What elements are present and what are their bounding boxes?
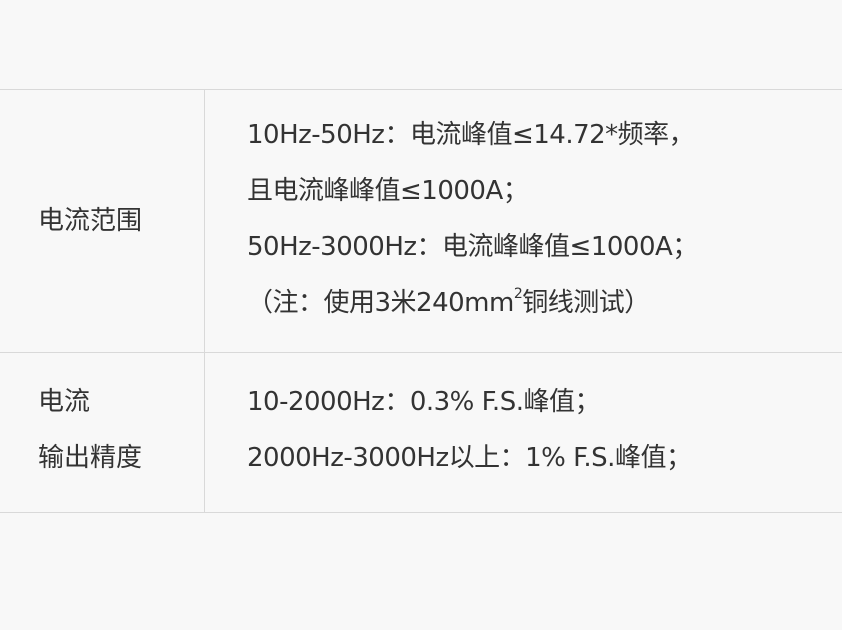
note-text: （注：使用3米240mm: [247, 288, 514, 318]
row-label: 电流 输出精度: [38, 374, 142, 486]
table-top-border: [0, 89, 842, 90]
row-divider: [0, 352, 842, 353]
row-content: 10-2000Hz：0.3% F.S.峰值； 2000Hz-3000Hz以上：1…: [247, 374, 692, 486]
row-label: 电流范围: [38, 206, 143, 236]
content-line: 10-2000Hz：0.3% F.S.峰值；: [247, 387, 600, 417]
content-line: 且电流峰峰值≤1000A；: [247, 176, 529, 206]
content-line: 50Hz-3000Hz：电流峰峰值≤1000A；: [247, 232, 698, 262]
note-text: 铜线测试）: [522, 288, 650, 318]
label-line: 输出精度: [38, 443, 143, 473]
row-content: 10Hz-50Hz：电流峰值≤14.72*频率， 且电流峰峰值≤1000A； 5…: [247, 107, 698, 331]
content-line: 10Hz-50Hz：电流峰值≤14.72*频率，: [247, 120, 695, 150]
table-bottom-border: [0, 512, 842, 513]
column-divider: [204, 89, 205, 512]
note-superscript: 2: [513, 286, 523, 302]
content-line: 2000Hz-3000Hz以上：1% F.S.峰值；: [247, 443, 692, 473]
label-line: 电流: [38, 387, 91, 417]
note-line: （注：使用3米240mm2铜线测试）: [247, 275, 698, 331]
